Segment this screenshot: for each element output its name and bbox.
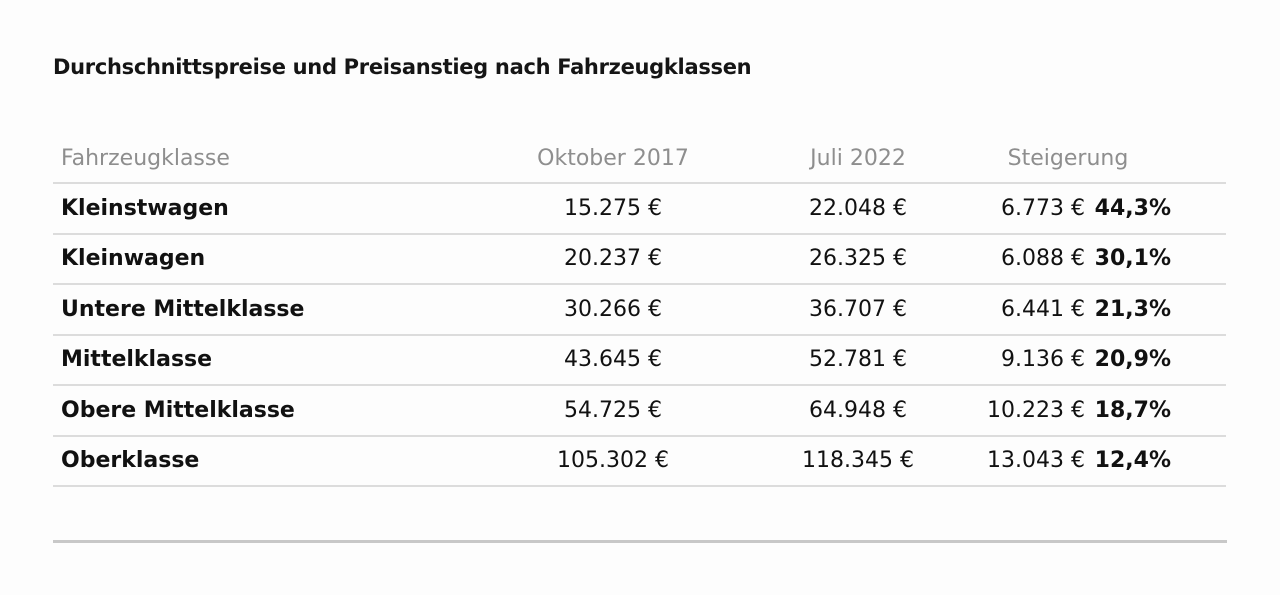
cell-oct2017: 15.275 € [564,195,662,221]
cell-increase: 6.773 € [1001,195,1085,221]
cell-percent: 21,3% [1094,296,1171,322]
table-row: Oberklasse 105.302 € 118.345 € 13.043 € … [53,437,1226,487]
cell-class: Kleinwagen [61,246,206,272]
cell-oct2017: 30.266 € [564,296,662,322]
cell-oct2017: 54.725 € [564,397,662,423]
price-table: Fahrzeugklasse Oktober 2017 Juli 2022 St… [53,134,1226,487]
table-row: Kleinwagen 20.237 € 26.325 € 6.088 € 30,… [53,235,1226,285]
cell-jul2022: 36.707 € [809,296,907,322]
cell-jul2022: 52.781 € [809,347,907,373]
table-row: Obere Mittelklasse 54.725 € 64.948 € 10.… [53,386,1226,437]
cell-jul2022: 64.948 € [809,397,907,423]
table-row: Kleinstwagen 15.275 € 22.048 € 6.773 € 4… [53,184,1226,235]
cell-oct2017: 43.645 € [564,347,662,373]
table-header-row: Fahrzeugklasse Oktober 2017 Juli 2022 St… [53,134,1226,184]
cell-percent: 30,1% [1094,246,1171,272]
cell-percent: 12,4% [1094,448,1171,474]
cell-increase: 9.136 € [1001,347,1085,373]
header-juli-2022: Juli 2022 [810,145,906,171]
cell-jul2022: 118.345 € [802,448,914,474]
cell-class: Untere Mittelklasse [61,296,305,322]
cell-increase: 13.043 € [987,448,1085,474]
bottom-divider [53,540,1227,543]
cell-class: Oberklasse [61,448,200,474]
cell-percent: 18,7% [1094,397,1171,423]
header-fahrzeugklasse: Fahrzeugklasse [61,145,230,171]
cell-percent: 20,9% [1094,347,1171,373]
cell-jul2022: 26.325 € [809,246,907,272]
cell-class: Mittelklasse [61,347,213,373]
cell-increase: 6.088 € [1001,246,1085,272]
cell-class: Obere Mittelklasse [61,397,295,423]
cell-oct2017: 20.237 € [564,246,662,272]
cell-class: Kleinstwagen [61,195,229,221]
header-oktober-2017: Oktober 2017 [537,145,689,171]
table-row: Untere Mittelklasse 30.266 € 36.707 € 6.… [53,285,1226,336]
cell-increase: 10.223 € [987,397,1085,423]
cell-jul2022: 22.048 € [809,195,907,221]
table-row: Mittelklasse 43.645 € 52.781 € 9.136 € 2… [53,336,1226,386]
header-steigerung: Steigerung [1007,145,1129,171]
cell-increase: 6.441 € [1001,296,1085,322]
chart-title: Durchschnittspreise und Preisanstieg nac… [53,55,752,79]
cell-percent: 44,3% [1094,195,1171,221]
cell-oct2017: 105.302 € [557,448,669,474]
